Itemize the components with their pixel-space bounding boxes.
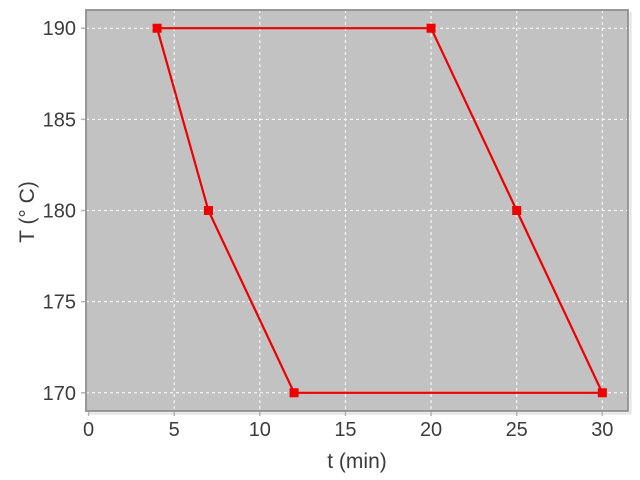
plot-frame xyxy=(85,9,629,412)
x-tick-label: 25 xyxy=(506,419,528,441)
data-point-marker xyxy=(597,388,607,398)
x-tick-label: 20 xyxy=(420,419,442,441)
y-tick-label: 175 xyxy=(43,292,76,314)
y-tick-label: 180 xyxy=(43,201,76,223)
data-point-marker xyxy=(426,23,436,33)
x-tick-label: 15 xyxy=(334,419,356,441)
data-point-marker xyxy=(203,206,213,215)
x-tick-label: 0 xyxy=(83,419,94,441)
data-point-marker xyxy=(512,206,522,215)
y-tick-label: 185 xyxy=(43,109,76,131)
y-axis-title: T (° C) xyxy=(16,181,39,243)
x-tick-label: 30 xyxy=(591,419,613,441)
x-tick-label: 5 xyxy=(169,419,180,441)
y-tick-label: 170 xyxy=(43,383,76,405)
x-tick-label: 10 xyxy=(249,419,271,441)
data-point-marker xyxy=(289,388,299,398)
data-point-marker xyxy=(152,23,162,33)
y-tick-label: 190 xyxy=(43,18,76,40)
x-axis-title: t (min) xyxy=(327,450,387,473)
